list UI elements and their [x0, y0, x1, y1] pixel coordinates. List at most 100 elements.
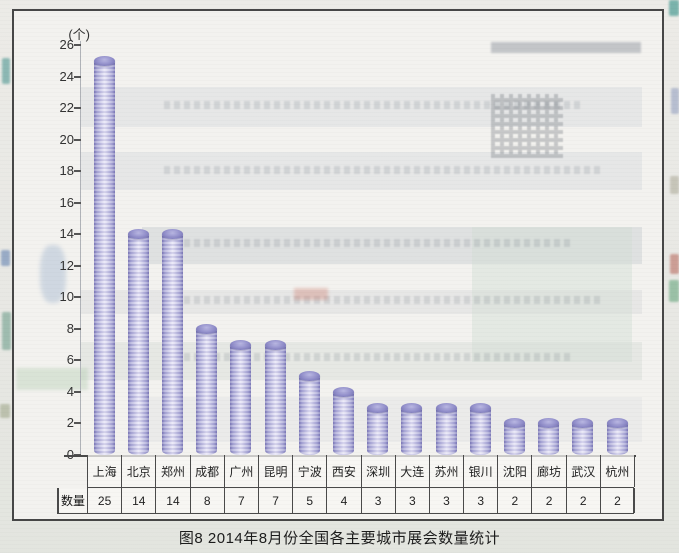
bar-14 [572, 418, 594, 455]
chart-caption: 图8 2014年8月份全国各主要城市展会数量统计 [178, 530, 501, 547]
table-cell-city-15: 杭州 [601, 455, 635, 487]
faded-image-artifact [16, 368, 88, 390]
bar-body [504, 423, 525, 455]
bar-body [127, 234, 149, 455]
y-tick-label-10: 10 [59, 289, 74, 305]
bar-body [606, 423, 628, 455]
bar-top-cap [162, 229, 183, 240]
bar-12 [504, 418, 525, 455]
bar-top-cap [264, 339, 286, 350]
y-axis-line [80, 41, 81, 455]
table-cell-city-13: 廊坊 [532, 455, 567, 487]
table-cell-value-10: 3 [430, 488, 465, 513]
table-cell-city-5: 昆明 [259, 455, 294, 487]
bar-body [196, 328, 218, 455]
table-cell-city-1: 北京 [122, 455, 157, 487]
faded-text-artifact [174, 239, 574, 247]
bar-top-cap [333, 386, 354, 397]
y-tick-mark [74, 43, 81, 46]
faded-text-artifact [174, 353, 574, 361]
qr-code-artifact [491, 94, 563, 158]
background-band [80, 152, 642, 190]
page-edge-artifact [0, 404, 10, 418]
page-edge-artifact [669, 280, 679, 302]
y-tick-mark [74, 201, 81, 204]
faded-text-artifact [491, 42, 641, 53]
y-tick-label-26: 26 [59, 36, 74, 52]
faded-text-artifact [294, 288, 328, 300]
table-row-cities: 上海 北京 郑州 成都 广州 昆明 宁波 西安 深圳 大连 苏州 银川 沈阳 廊坊 武汉 杭州 [87, 455, 635, 488]
bar-8 [367, 402, 389, 455]
bar-4 [230, 339, 252, 455]
table-cell-city-11: 银川 [464, 455, 499, 487]
table-row-values: 数量 25 14 14 8 7 7 5 4 3 3 3 3 2 2 2 2 [57, 488, 635, 514]
y-tick-label-12: 12 [59, 257, 74, 273]
bar-top-cap [401, 402, 423, 413]
table-cell-value-12: 2 [498, 488, 533, 513]
y-tick-label-4: 4 [66, 383, 74, 399]
table-cell-value-13: 2 [532, 488, 567, 513]
y-tick-mark [74, 390, 81, 393]
bar-11 [469, 402, 491, 455]
page-edge-artifact [670, 254, 679, 274]
table-cell-value-0: 25 [88, 488, 123, 513]
table-cell-city-12: 沈阳 [498, 455, 533, 487]
y-tick-mark [74, 359, 81, 362]
table-cell-city-9: 大连 [396, 455, 430, 487]
bar-0 [93, 55, 115, 455]
bar-body [469, 407, 491, 455]
y-axis-unit-label: (个) [68, 27, 90, 42]
table-cell-city-14: 武汉 [567, 455, 601, 487]
table-cell-city-4: 广州 [225, 455, 259, 487]
bar-body [298, 376, 320, 455]
table-cell-value-11: 3 [464, 488, 499, 513]
y-tick-label-2: 2 [66, 415, 74, 431]
y-tick-mark [74, 327, 81, 330]
background-band [80, 87, 642, 127]
page-edge-artifact [1, 250, 10, 266]
y-tick-mark [74, 233, 81, 236]
bar-body [333, 391, 354, 455]
bar-top-cap [435, 402, 457, 413]
y-tick-label-6: 6 [66, 352, 74, 368]
table-cell-value-6: 5 [293, 488, 328, 513]
bar-top-cap [298, 371, 320, 382]
bar-body [367, 407, 389, 455]
table-cell-city-10: 苏州 [430, 455, 465, 487]
table-cell-value-14: 2 [567, 488, 601, 513]
y-tick-label-8: 8 [66, 320, 74, 336]
table-cell-value-3: 8 [191, 488, 225, 513]
bar-top-cap [127, 229, 149, 240]
faded-image-artifact [40, 245, 66, 303]
bar-body [401, 407, 423, 455]
y-tick-mark [74, 75, 81, 78]
bar-7 [333, 386, 354, 455]
y-tick-mark [74, 107, 81, 110]
y-tick-label-14: 14 [59, 226, 74, 242]
table-cell-value-1: 14 [122, 488, 157, 513]
table-cell-city-7: 西安 [327, 455, 362, 487]
table-cell-value-9: 3 [396, 488, 430, 513]
table-row-label: 数量 [58, 488, 88, 513]
faded-text-artifact [174, 296, 604, 304]
bar-10 [435, 402, 457, 455]
bar-top-cap [367, 402, 389, 413]
bar-top-cap [230, 339, 252, 350]
bar-top-cap [469, 402, 491, 413]
page-edge-artifact [2, 312, 11, 350]
table-cell-city-0: 上海 [88, 455, 123, 487]
y-tick-mark [74, 264, 81, 267]
faded-text-artifact [164, 101, 584, 109]
bar-top-cap [196, 323, 218, 334]
bar-3 [196, 323, 218, 455]
page-edge-artifact [671, 88, 679, 114]
bar-body [264, 344, 286, 455]
background-band [472, 227, 632, 362]
table-cell-city-8: 深圳 [362, 455, 396, 487]
bar-body [435, 407, 457, 455]
table-cell-value-4: 7 [225, 488, 259, 513]
bar-body [230, 344, 252, 455]
bar-6 [298, 371, 320, 455]
chart-panel: (个) 02468101214161820222426 上海北京郑州成都广州昆明… [12, 9, 664, 521]
